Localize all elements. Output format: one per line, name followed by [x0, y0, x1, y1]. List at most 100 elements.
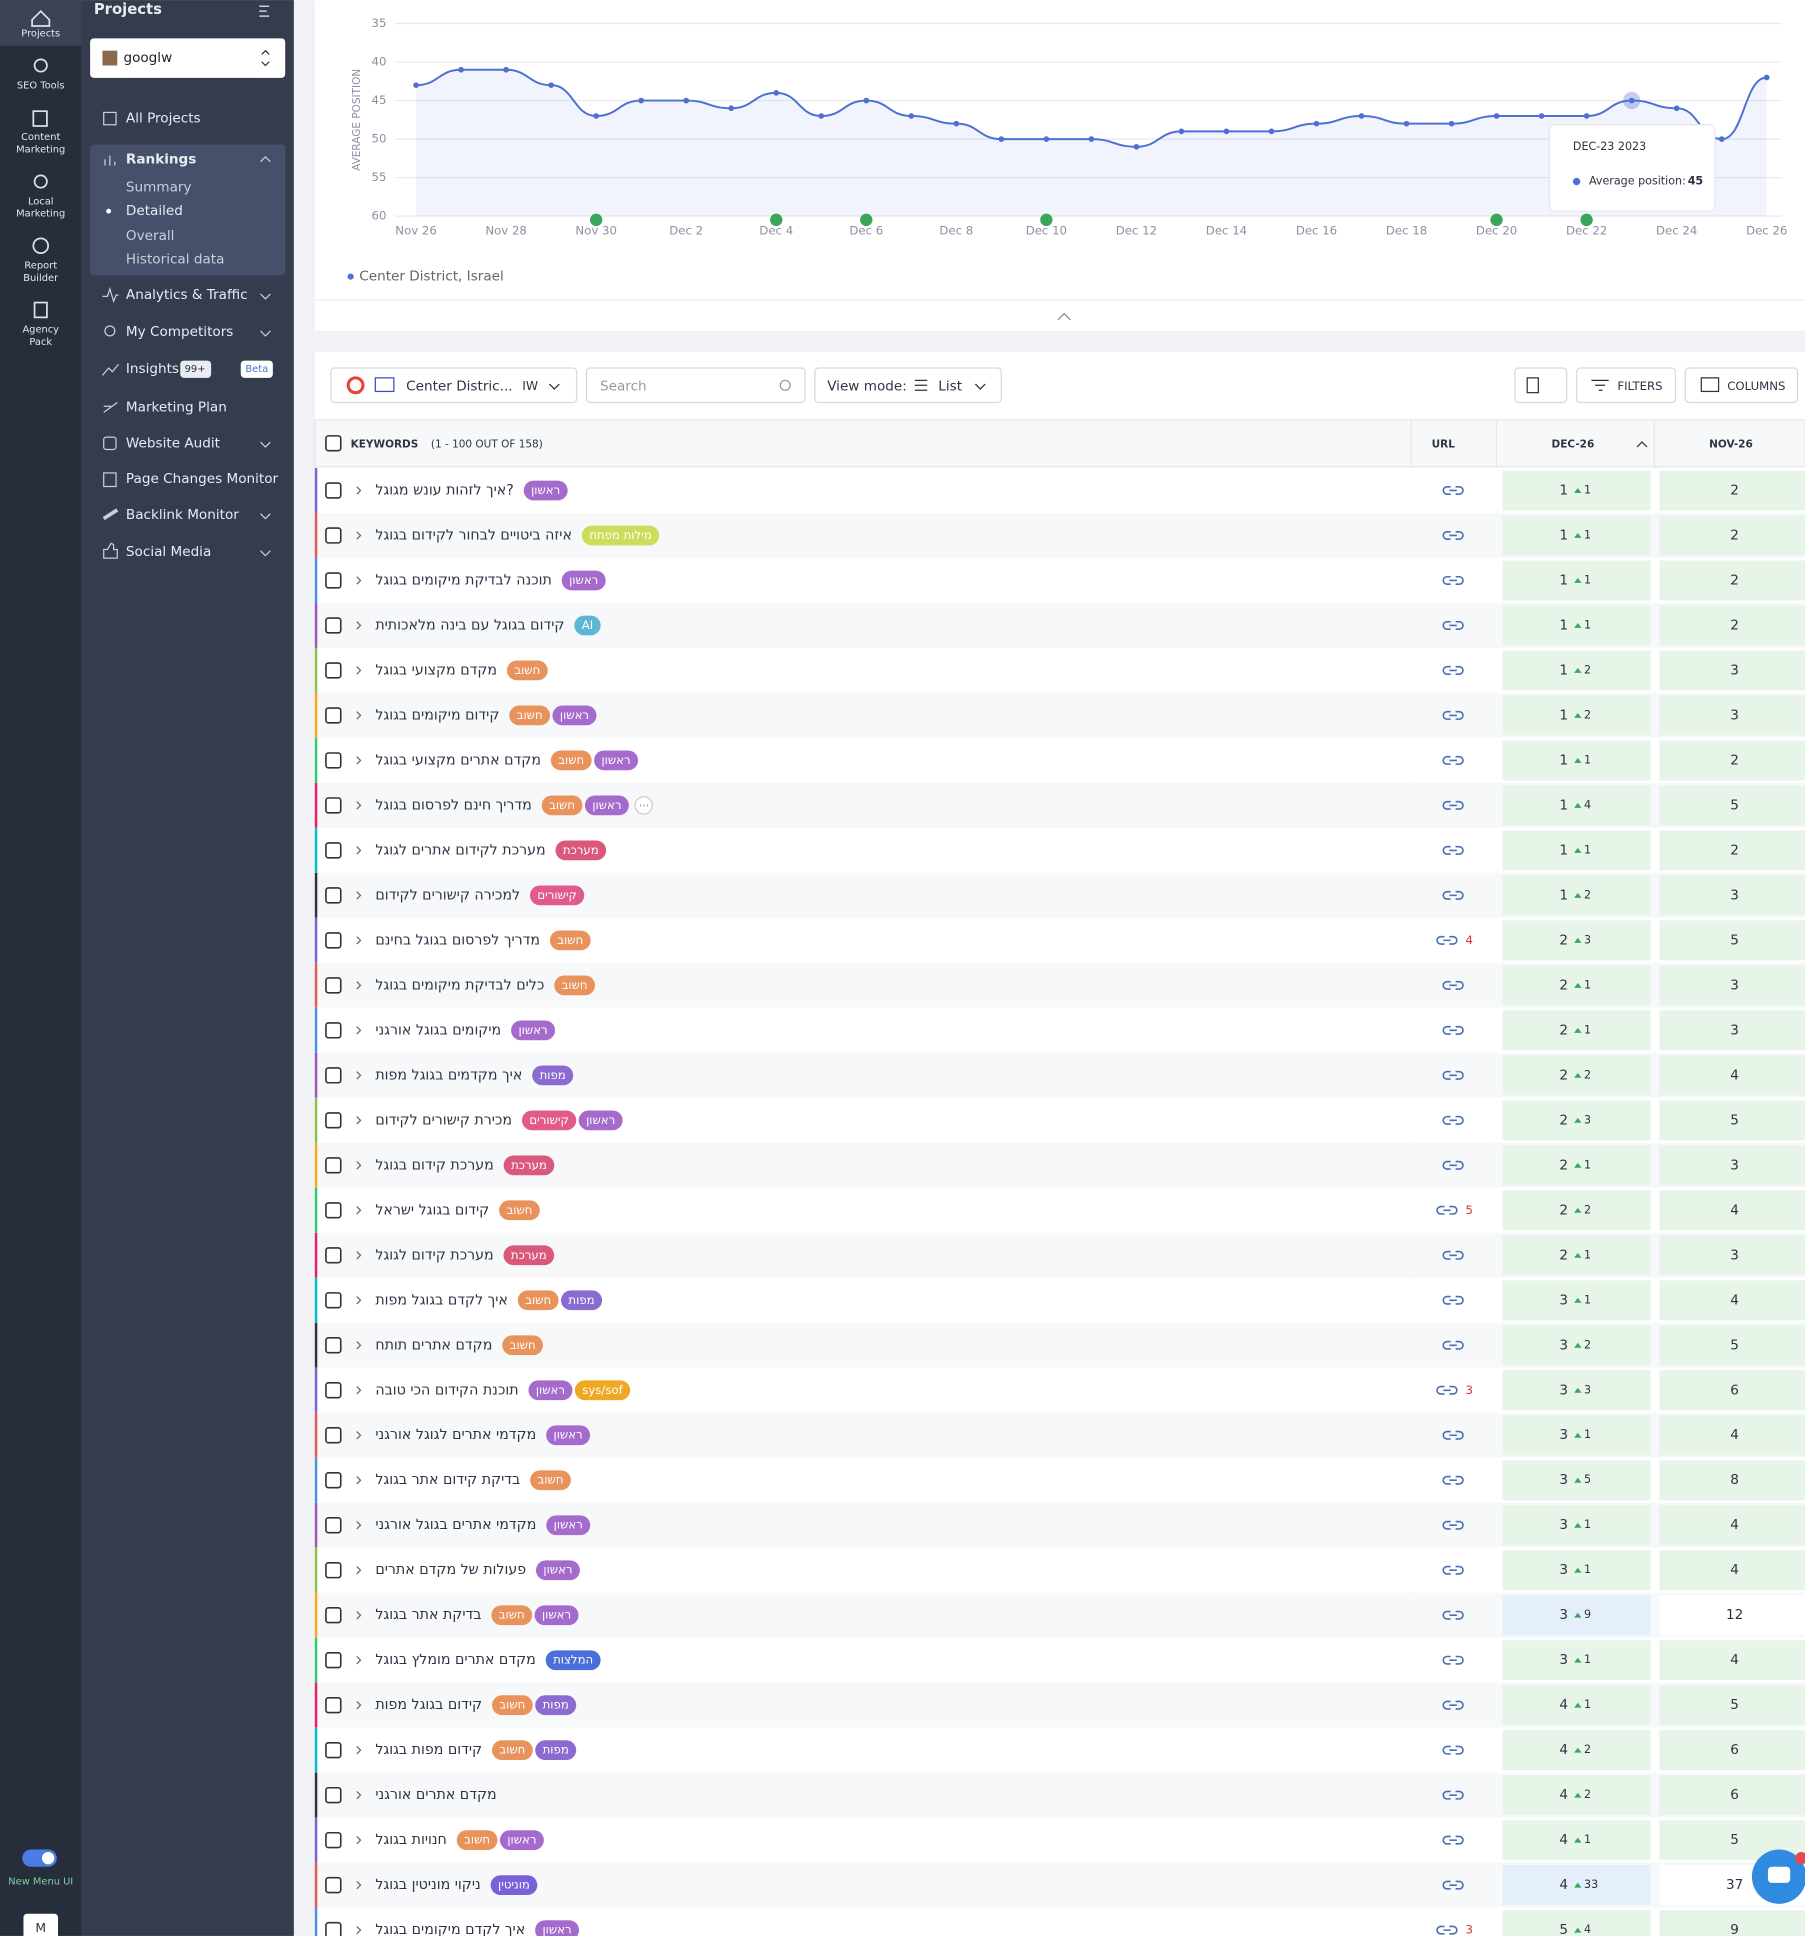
sub-item[interactable]: Historical data	[126, 251, 225, 267]
url-link[interactable]	[1442, 1295, 1464, 1305]
checkbox[interactable]	[325, 572, 342, 589]
checkbox[interactable]	[325, 1427, 342, 1444]
expand[interactable]	[356, 621, 362, 630]
expand[interactable]	[356, 1925, 362, 1935]
nav-item[interactable]: My Competitors	[126, 324, 233, 340]
checkbox[interactable]	[325, 1786, 342, 1804]
collapse-icon[interactable]	[259, 5, 270, 17]
url-link[interactable]	[1442, 1475, 1464, 1485]
sub-item[interactable]: Detailed	[126, 203, 183, 219]
expand[interactable]	[356, 1071, 362, 1080]
checkbox[interactable]	[325, 1247, 342, 1264]
url-link[interactable]	[1442, 980, 1464, 990]
url-link[interactable]	[1442, 1790, 1464, 1800]
checkbox[interactable]	[325, 1202, 342, 1219]
expand[interactable]	[356, 1251, 362, 1260]
expand[interactable]	[356, 756, 362, 765]
checkbox[interactable]	[325, 1606, 342, 1624]
rail-label[interactable]: Pack	[29, 337, 52, 348]
columns-button[interactable]	[1684, 367, 1799, 404]
expand[interactable]	[356, 846, 362, 855]
annotation-marker[interactable]	[589, 213, 603, 226]
url-link[interactable]	[1442, 710, 1464, 720]
checkbox[interactable]	[325, 1921, 342, 1936]
annotation-marker[interactable]	[1490, 213, 1503, 226]
checkbox[interactable]	[325, 1112, 342, 1129]
checkbox[interactable]	[325, 932, 342, 949]
url-link[interactable]	[1442, 1115, 1464, 1125]
checkbox[interactable]	[325, 1067, 342, 1084]
checkbox[interactable]	[325, 435, 342, 452]
url-link[interactable]	[1442, 1880, 1464, 1890]
rail-label[interactable]: Agency	[22, 325, 59, 336]
checkbox[interactable]	[325, 662, 342, 679]
checkbox[interactable]	[325, 527, 342, 544]
url-link[interactable]	[1442, 575, 1464, 585]
url-link[interactable]	[1442, 1655, 1464, 1665]
url-link[interactable]	[1442, 890, 1464, 900]
project-select[interactable]	[90, 38, 286, 78]
expand[interactable]	[356, 801, 362, 810]
annotation-marker[interactable]	[770, 213, 783, 226]
checkbox[interactable]	[325, 1876, 342, 1894]
url-link[interactable]	[1442, 845, 1464, 855]
copy-button[interactable]	[1514, 367, 1568, 404]
rail-label[interactable]: Projects	[21, 28, 60, 39]
avatar[interactable]	[23, 1913, 59, 1936]
checkbox[interactable]	[325, 887, 342, 904]
checkbox[interactable]	[325, 842, 342, 859]
collapse-caret[interactable]	[1057, 312, 1071, 321]
search-box[interactable]	[585, 367, 806, 404]
checkbox[interactable]	[325, 1337, 342, 1354]
sub-item[interactable]: Overall	[126, 228, 175, 244]
url-link[interactable]	[1442, 1700, 1464, 1710]
checkbox[interactable]	[325, 797, 342, 814]
checkbox[interactable]	[325, 707, 342, 724]
column-header[interactable]: DEC-26	[1552, 439, 1595, 451]
rail-label[interactable]: SEO Tools	[17, 80, 65, 91]
checkbox[interactable]	[325, 1472, 342, 1489]
nav-item[interactable]: Marketing Plan	[126, 399, 227, 415]
rail-label[interactable]: Report	[24, 261, 57, 272]
checkbox[interactable]	[325, 1382, 342, 1399]
checkbox[interactable]	[325, 1292, 342, 1309]
url-link[interactable]	[1442, 1160, 1464, 1170]
url-link[interactable]	[1436, 1205, 1458, 1215]
expand[interactable]	[356, 936, 362, 945]
location-select[interactable]	[330, 367, 578, 404]
expand[interactable]	[356, 1341, 362, 1350]
checkbox[interactable]	[325, 752, 342, 769]
nav-item[interactable]: All Projects	[126, 111, 201, 127]
checkbox[interactable]	[325, 1157, 342, 1174]
checkbox[interactable]	[325, 1741, 342, 1759]
checkbox[interactable]	[325, 1517, 342, 1534]
expand[interactable]	[356, 1116, 362, 1125]
expand[interactable]	[356, 1611, 362, 1620]
rail-label[interactable]: Marketing	[16, 209, 65, 220]
nav-item[interactable]: Social Media	[126, 544, 211, 560]
url-link[interactable]	[1442, 1250, 1464, 1260]
expand[interactable]	[356, 531, 362, 540]
nav-item[interactable]: Page Changes Monitor	[126, 471, 279, 487]
url-link[interactable]	[1442, 1835, 1464, 1845]
url-link[interactable]	[1442, 1070, 1464, 1080]
expand[interactable]	[356, 1386, 362, 1395]
expand[interactable]	[356, 1566, 362, 1575]
expand[interactable]	[356, 1791, 362, 1800]
expand[interactable]	[356, 1476, 362, 1485]
nav-item[interactable]: Website Audit	[126, 435, 220, 451]
rail-label[interactable]: Content	[21, 132, 60, 143]
expand[interactable]	[356, 1161, 362, 1170]
column-header[interactable]: URL	[1432, 439, 1456, 451]
expand[interactable]	[356, 1701, 362, 1710]
url-link[interactable]	[1442, 1520, 1464, 1530]
annotation-marker[interactable]	[1580, 213, 1593, 226]
url-link[interactable]	[1442, 665, 1464, 675]
rail-label[interactable]: Marketing	[16, 144, 65, 155]
url-link[interactable]	[1436, 1925, 1458, 1935]
url-link[interactable]	[1442, 620, 1464, 630]
expand[interactable]	[356, 1521, 362, 1530]
expand[interactable]	[356, 891, 362, 900]
url-link[interactable]	[1442, 800, 1464, 810]
url-link[interactable]	[1442, 1610, 1464, 1620]
